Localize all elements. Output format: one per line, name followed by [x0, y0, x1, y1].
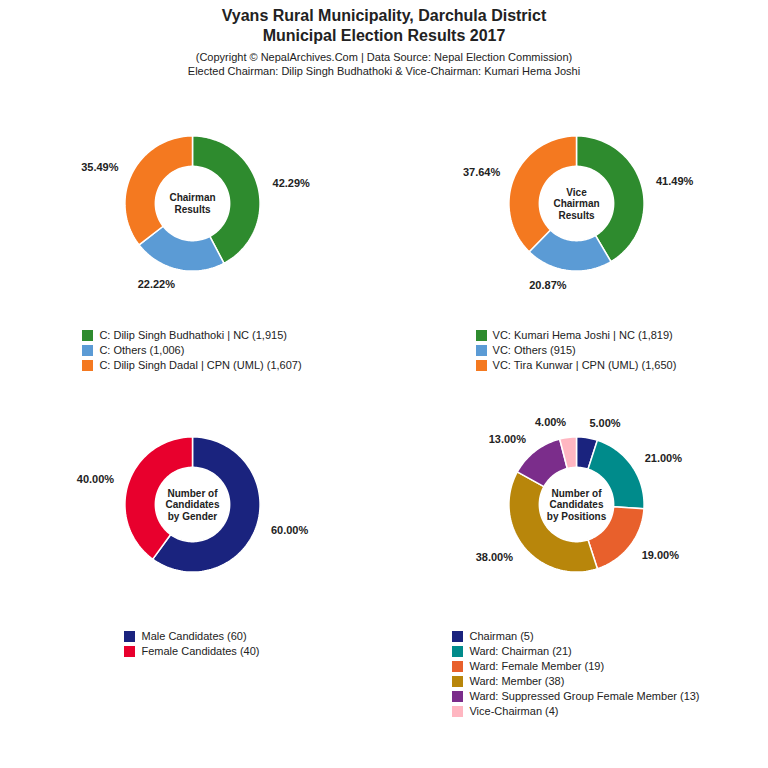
html-text:VC: Others (915): VC: Others (915) — [492, 344, 576, 356]
html-text:C: Dilip Singh Budhathoki | NC: C: Dilip Singh Budhathoki | NC (1,915) — [99, 329, 287, 341]
svg-text:35.49%: 35.49% — [81, 161, 119, 173]
html-text:C: Others (1,006): C: Others (1,006) — [99, 344, 185, 356]
html-text:Ward: Chairman (21): Ward: Chairman (21) — [469, 645, 572, 657]
svg-text:40.00%: 40.00% — [77, 473, 115, 485]
svg-text:19.00%: 19.00% — [642, 549, 680, 561]
html-text:Female Candidates (40): Female Candidates (40) — [141, 645, 260, 657]
html-text:Vice-Chairman (4): Vice-Chairman (4) — [469, 705, 559, 717]
html-text:Municipal Election Results 201: Municipal Election Results 2017 — [262, 27, 506, 44]
svg-text:38.00%: 38.00% — [476, 551, 514, 563]
html-text:Ward: Female Member (19): Ward: Female Member (19) — [469, 660, 605, 672]
svg-text:60.00%: 60.00% — [271, 523, 309, 535]
svg-text:ChairmanResults: ChairmanResults — [169, 192, 215, 215]
html-text:VC: Kumari Hema Joshi | NC (1,: VC: Kumari Hema Joshi | NC (1,819) — [492, 329, 673, 341]
svg-text:5.00%: 5.00% — [589, 417, 620, 429]
svg-text:20.87%: 20.87% — [529, 279, 567, 291]
svg-text:Number ofCandidatesby Gender: Number ofCandidatesby Gender — [166, 488, 220, 522]
html-text:Ward: Suppressed Group Female: Ward: Suppressed Group Female Member (13… — [469, 690, 700, 702]
svg-text:4.00%: 4.00% — [535, 416, 566, 428]
svg-text:22.22%: 22.22% — [138, 278, 176, 290]
html-text:Ward: Member (38): Ward: Member (38) — [469, 675, 565, 687]
svg-text:37.64%: 37.64% — [463, 166, 501, 178]
svg-text:13.00%: 13.00% — [489, 433, 527, 445]
html-text:Male Candidates (60): Male Candidates (60) — [141, 630, 247, 642]
html-text:C: Dilip Singh Dadal | CPN (UM: C: Dilip Singh Dadal | CPN (UML) (1,607) — [99, 359, 302, 371]
html-text:Vyans Rural Municipality, Darc: Vyans Rural Municipality, Darchula Distr… — [221, 7, 547, 24]
svg-text:ViceChairmanResults: ViceChairmanResults — [553, 187, 599, 221]
svg-text:21.00%: 21.00% — [645, 452, 683, 464]
html-text:Chairman (5): Chairman (5) — [469, 630, 534, 642]
svg-text:41.49%: 41.49% — [656, 175, 694, 187]
html-text:Elected Chairman: Dilip Singh: Elected Chairman: Dilip Singh Budhathoki… — [187, 65, 581, 77]
html-text:VC: Tira Kunwar | CPN (UML) (1: VC: Tira Kunwar | CPN (UML) (1,650) — [492, 359, 677, 371]
html-text:(Copyright © NepalArchives.Com: (Copyright © NepalArchives.Com | Data So… — [195, 51, 573, 63]
svg-text:Number ofCandidatesby Position: Number ofCandidatesby Positions — [547, 488, 607, 522]
svg-text:42.29%: 42.29% — [273, 177, 311, 189]
